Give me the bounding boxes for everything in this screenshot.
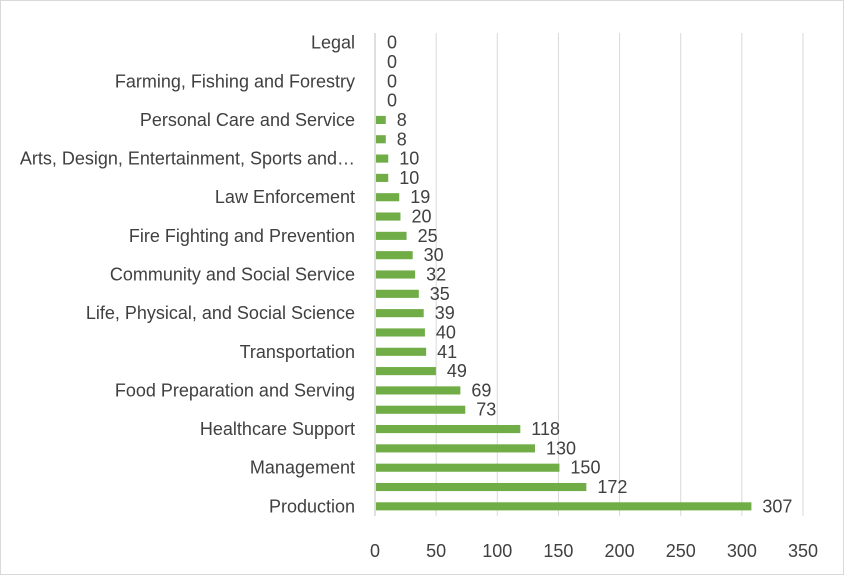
value-label: 10 [399,149,419,169]
value-label: 150 [570,458,600,478]
axes: 0 50 100 150 200 250 300 350 [370,33,818,561]
bar [376,289,419,298]
category-label: Community and Social Service [110,265,355,285]
value-label: 10 [399,168,419,188]
bar [376,405,466,414]
value-label: 172 [597,477,627,497]
value-label: 73 [476,400,496,420]
bar [376,173,389,182]
category-label: Arts, Design, Entertainment, Sports and… [20,149,355,169]
x-tick-label: 250 [666,541,696,561]
x-tick-label: 50 [426,541,446,561]
bar [376,367,436,376]
value-label: 0 [387,52,397,72]
value-label: 8 [397,110,407,130]
category-label: Life, Physical, and Social Science [86,303,355,323]
bar [376,386,461,395]
category-label: Fire Fighting and Prevention [129,226,355,246]
value-label: 0 [387,91,397,111]
x-tick-label: 0 [370,541,380,561]
bar [376,347,427,356]
value-label: 130 [546,438,576,458]
category-label: Legal [311,33,355,53]
bar [376,463,560,472]
category-label: Management [250,458,355,478]
bars [376,115,752,511]
bar [376,135,386,144]
x-tick-label: 200 [605,541,635,561]
value-label: 19 [410,187,430,207]
category-label: Healthcare Support [200,419,355,439]
value-label: 32 [426,265,446,285]
bar [376,212,401,221]
value-label: 30 [424,245,444,265]
value-label: 41 [437,342,457,362]
bar [376,482,587,492]
bar [376,193,400,202]
value-label: 49 [447,361,467,381]
x-tick-label: 100 [482,541,512,561]
x-tick-label: 300 [727,541,757,561]
category-label: Transportation [240,342,355,362]
category-label: Law Enforcement [215,187,355,207]
bar [376,425,521,434]
value-label: 0 [387,33,397,53]
value-label: 307 [762,496,792,516]
bar [376,251,413,260]
bar [376,231,407,240]
gridlines [374,33,804,516]
bar [376,115,386,124]
bar [376,502,752,511]
category-label: Farming, Fishing and Forestry [115,71,355,91]
x-tick-label: 350 [788,541,818,561]
value-label: 39 [435,303,455,323]
value-label: 118 [531,419,560,439]
category-label: Food Preparation and Serving [115,380,355,400]
bar [376,328,425,337]
value-label: 40 [436,322,456,342]
value-label: 20 [411,207,431,227]
category-label: Production [269,496,355,516]
value-label: 8 [397,129,407,149]
value-label: 0 [387,71,397,91]
value-label: 35 [430,284,450,304]
bar [376,309,424,318]
x-tick-label: 150 [543,541,573,561]
bar [376,154,389,163]
value-label: 69 [471,380,491,400]
category-label: Personal Care and Service [140,110,355,130]
bar [376,444,535,453]
value-label: 25 [418,226,438,246]
bar [376,270,416,279]
